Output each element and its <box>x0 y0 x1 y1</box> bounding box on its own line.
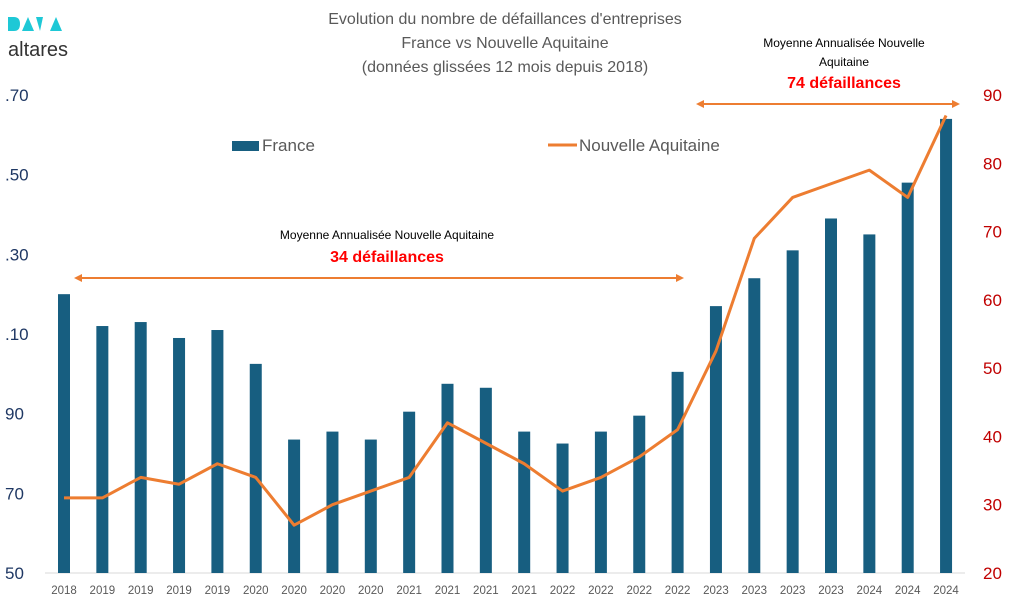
x-tick-label: 2019 <box>90 585 116 597</box>
x-tick-label: 2022 <box>626 585 652 597</box>
bar-france <box>479 387 492 573</box>
x-tick-label: 2021 <box>396 585 422 597</box>
right-axis-tick-label: 90 <box>983 86 1002 105</box>
x-tick-label: 2020 <box>281 585 307 597</box>
annotation-2-label-line-2: Aquitaine <box>819 55 869 69</box>
bar-france <box>556 443 569 573</box>
left-axis-tick-label: .70 <box>5 86 29 105</box>
right-axis-tick-label: 60 <box>983 291 1002 310</box>
bar-france <box>134 322 147 573</box>
bar-france <box>403 411 416 573</box>
bar-france <box>364 439 377 573</box>
x-tick-label: 2023 <box>742 585 768 597</box>
bar-france <box>211 330 224 573</box>
bar-france <box>786 250 799 573</box>
x-tick-label: 2020 <box>243 585 269 597</box>
chart-title-line-2: France vs Nouvelle Aquitaine <box>401 35 608 52</box>
left-axis-tick-label: .50 <box>5 166 29 185</box>
bar-france <box>633 415 646 573</box>
x-tick-label: 2021 <box>511 585 537 597</box>
bar-france <box>901 182 914 573</box>
x-tick-label: 2024 <box>933 585 959 597</box>
right-axis-tick-label: 80 <box>983 154 1002 173</box>
logo-text: altares <box>8 39 68 61</box>
bar-france <box>709 306 722 573</box>
x-tick-label: 2023 <box>780 585 806 597</box>
bar-france <box>748 278 761 573</box>
annotation-1-value: 34 défaillances <box>330 249 444 266</box>
right-axis-tick-label: 20 <box>983 564 1002 583</box>
x-tick-label: 2021 <box>435 585 461 597</box>
bar-france <box>326 431 339 573</box>
left-axis-tick-label: .10 <box>5 325 29 344</box>
bar-france <box>58 294 70 573</box>
right-axis-tick-label: 40 <box>983 427 1002 446</box>
bar-france <box>825 218 837 573</box>
x-tick-label: 2020 <box>320 585 346 597</box>
line-nouvelle-aquitaine <box>64 114 948 527</box>
legend-label-nouvelle-aquitaine: Nouvelle Aquitaine <box>579 136 720 155</box>
annotation-1-label: Moyenne Annualisée Nouvelle Aquitaine <box>280 228 494 242</box>
annotation-2-label-line-1: Moyenne Annualisée Nouvelle <box>763 36 925 50</box>
bar-france <box>594 431 607 573</box>
right-axis-tick-label: 70 <box>983 223 1002 242</box>
annotation-2: Moyenne Annualisée Nouvelle Aquitaine 74… <box>696 36 960 108</box>
bar-france <box>441 383 454 573</box>
bar-france <box>940 118 953 574</box>
x-tick-label: 2019 <box>128 585 154 597</box>
bar-france <box>249 363 262 573</box>
x-tick-label: 2022 <box>665 585 691 597</box>
bar-france <box>173 337 186 573</box>
left-axis-tick-label: .30 <box>5 245 29 264</box>
left-axis-tick-label: 70 <box>5 484 24 503</box>
chart-title-line-3: (données glissées 12 mois depuis 2018) <box>362 59 648 76</box>
legend-label-france: France <box>262 136 315 155</box>
left-axis-tick-label: 90 <box>5 405 24 424</box>
annotation-1: Moyenne Annualisée Nouvelle Aquitaine 34… <box>74 228 684 282</box>
x-tick-label: 2023 <box>703 585 729 597</box>
altares-logo: altares <box>8 17 68 61</box>
right-axis-tick-label: 30 <box>983 496 1002 515</box>
x-tick-label: 2023 <box>818 585 844 597</box>
bar-france <box>671 371 684 573</box>
legend-swatch-france <box>232 141 259 151</box>
right-axis-tick-label: 50 <box>983 359 1002 378</box>
chart-title-line-1: Evolution du nombre de défaillances d'en… <box>328 11 682 28</box>
x-tick-label: 2022 <box>588 585 614 597</box>
x-tick-label: 2019 <box>205 585 231 597</box>
bar-france <box>863 234 876 573</box>
x-tick-label: 2021 <box>473 585 499 597</box>
bar-france <box>96 326 109 573</box>
x-tick-label: 2019 <box>166 585 192 597</box>
x-tick-label: 2020 <box>358 585 384 597</box>
x-tick-label: 2024 <box>857 585 883 597</box>
bar-france <box>288 439 301 573</box>
bar-france <box>518 431 531 573</box>
x-tick-label: 2024 <box>895 585 921 597</box>
x-tick-label: 2018 <box>51 585 77 597</box>
annotation-2-value: 74 défaillances <box>787 75 901 92</box>
left-axis-tick-label: 50 <box>5 564 24 583</box>
x-tick-label: 2022 <box>550 585 576 597</box>
